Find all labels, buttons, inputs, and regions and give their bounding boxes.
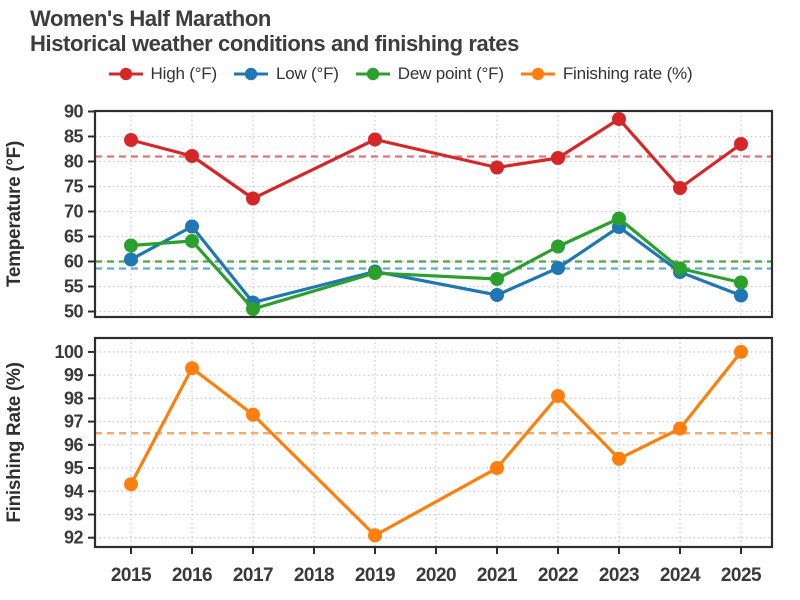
data-point: [551, 151, 565, 165]
legend-item-low: Low (°F): [233, 64, 339, 84]
line-dot-marker-icon: [108, 67, 143, 81]
chart-title: Women's Half Marathon Historical weather…: [30, 6, 519, 56]
data-point: [124, 133, 138, 147]
data-point: [551, 239, 565, 254]
y-tick-label: 98: [64, 388, 84, 408]
y-axis-label: Temperature (°F): [4, 141, 25, 287]
plot-border: [93, 109, 774, 319]
line-dot-marker-icon: [233, 67, 268, 81]
data-point: [490, 288, 504, 302]
legend-label-low: Low (°F): [275, 64, 339, 83]
data-point: [185, 149, 199, 163]
data-point: [124, 477, 138, 492]
data-point: [368, 266, 382, 280]
y-axis-label: Finishing Rate (%): [4, 362, 25, 522]
data-point: [490, 160, 504, 175]
data-point: [734, 275, 748, 290]
y-tick-label: 100: [54, 342, 83, 362]
line-dot-marker-icon: [355, 67, 390, 81]
data-point: [368, 132, 382, 147]
y-tick-label: 93: [64, 504, 84, 524]
plot-border: [93, 336, 774, 549]
data-point: [490, 272, 504, 286]
x-tick-label: 2024: [660, 565, 701, 586]
x-tick-label: 2023: [599, 565, 639, 586]
legend-label-finishing-rate: Finishing rate (%): [562, 64, 693, 83]
x-tick-label: 2018: [294, 565, 334, 586]
y-tick-label: 94: [64, 481, 84, 501]
data-point: [246, 191, 260, 206]
y-tick-label: 99: [64, 365, 84, 385]
legend-label-dewpoint: Dew point (°F): [397, 64, 504, 83]
data-point: [734, 344, 748, 359]
chart-title-line2: Historical weather conditions and finish…: [30, 31, 519, 56]
line-dot-marker-icon: [520, 67, 555, 81]
data-point: [612, 211, 626, 226]
data-point: [734, 288, 748, 303]
series-line: [129, 224, 743, 305]
chart-legend: High (°F) Low (°F) Dew point (°F) Finish…: [0, 64, 800, 84]
data-point: [673, 261, 687, 276]
legend-item-high: High (°F): [108, 64, 217, 84]
chart-title-line1: Women's Half Marathon: [30, 6, 271, 31]
y-tick-label: 96: [64, 435, 84, 455]
data-point: [185, 219, 199, 234]
data-point: [551, 389, 565, 404]
y-tick-label: 90: [64, 102, 84, 122]
y-tick-label: 95: [64, 458, 84, 478]
x-tick-label: 2015: [111, 565, 152, 586]
data-point: [246, 407, 260, 422]
data-point: [124, 238, 138, 253]
x-tick-label: 2025: [721, 565, 762, 586]
y-tick-label: 55: [64, 277, 84, 297]
y-tick-label: 97: [64, 412, 84, 432]
legend-item-dewpoint: Dew point (°F): [355, 64, 504, 84]
y-tick-label: 70: [64, 202, 84, 222]
x-tick-label: 2019: [355, 565, 395, 586]
y-tick-label: 50: [64, 302, 84, 322]
data-point: [612, 451, 626, 466]
x-tick-label: 2021: [477, 565, 518, 586]
data-point: [551, 261, 565, 275]
y-tick-label: 80: [64, 152, 84, 172]
legend-label-high: High (°F): [150, 64, 218, 83]
data-point: [734, 137, 748, 151]
y-tick-label: 85: [64, 127, 84, 147]
data-point: [246, 302, 260, 316]
y-tick-label: 65: [64, 227, 84, 247]
data-point: [185, 234, 199, 248]
data-point: [490, 461, 504, 476]
x-tick-label: 2020: [416, 565, 456, 586]
x-tick-label: 2022: [538, 565, 578, 586]
data-point: [124, 252, 138, 267]
legend-item-finishing-rate: Finishing rate (%): [520, 64, 693, 84]
x-tick-label: 2017: [233, 565, 273, 586]
y-tick-label: 92: [64, 528, 84, 548]
data-point: [673, 421, 687, 436]
data-point: [612, 112, 626, 126]
data-point: [368, 528, 382, 543]
y-tick-label: 60: [64, 252, 84, 272]
x-tick-label: 2016: [172, 565, 212, 586]
y-tick-label: 75: [64, 177, 84, 197]
data-point: [185, 361, 199, 376]
data-point: [673, 181, 687, 195]
